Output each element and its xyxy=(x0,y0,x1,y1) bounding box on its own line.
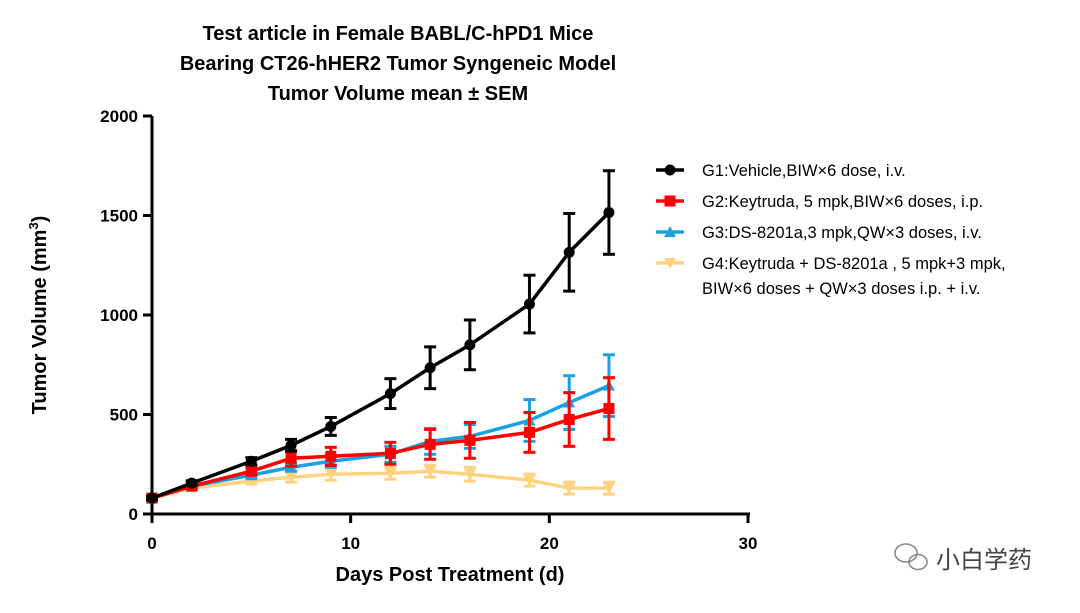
legend-item-4: G4:Keytruda + DS-8201a , 5 mpk+3 mpk, BIW… xyxy=(656,255,1006,298)
data-point-circle xyxy=(523,298,535,310)
series-1 xyxy=(146,169,615,504)
y-axis-label-sup: 3 xyxy=(26,222,41,229)
data-point-circle xyxy=(563,246,575,258)
data-point-square xyxy=(603,403,615,415)
x-tick-label: 10 xyxy=(341,534,360,553)
legend-label: G1:Vehicle,BIW×6 dose, i.v. xyxy=(702,162,906,180)
legend: G1:Vehicle,BIW×6 dose, i.v. G2:Keytruda, … xyxy=(656,162,1006,298)
watermark: 小白学药 xyxy=(894,543,1032,574)
data-point-square xyxy=(523,426,535,438)
title-line-3: Tumor Volume mean ± SEM xyxy=(268,83,528,105)
data-point-circle xyxy=(384,388,396,400)
data-point-square xyxy=(563,413,575,425)
data-point-triangle-down xyxy=(563,483,576,495)
data-point-circle xyxy=(245,455,257,467)
data-point-square xyxy=(664,195,676,207)
axes: 0 10 20 30 0 500 1000 1500 2000 xyxy=(100,107,757,553)
y-axis-label: Tumor Volume (mm3) xyxy=(26,216,51,415)
title-line-1: Test article in Female BABL/C-hPD1 Mice xyxy=(203,23,594,45)
data-point-triangle-down xyxy=(463,469,476,481)
legend-label: G4:Keytruda + DS-8201a , 5 mpk+3 mpk, xyxy=(702,255,1006,273)
data-point-triangle-down xyxy=(602,483,615,495)
wechat-icon xyxy=(894,543,928,571)
x-tick-label: 30 xyxy=(739,534,758,553)
data-point-circle xyxy=(424,362,436,374)
series-line xyxy=(151,469,609,500)
legend-item-2: G2:Keytruda, 5 mpk,BIW×6 doses, i.p. xyxy=(656,193,983,211)
data-point-circle xyxy=(464,339,476,351)
series-group xyxy=(146,169,615,505)
data-point-triangle-down xyxy=(664,258,676,269)
y-tick-label: 2000 xyxy=(100,107,138,126)
legend-item-3: G3:DS-8201a,3 mpk,QW×3 doses, i.v. xyxy=(656,224,982,242)
series-4 xyxy=(146,463,615,505)
data-point-circle xyxy=(285,439,297,451)
data-point-circle xyxy=(186,477,198,489)
title-line-2: Bearing CT26-hHER2 Tumor Syngeneic Model xyxy=(180,53,616,75)
legend-label: BIW×6 doses + QW×3 doses i.p. + i.v. xyxy=(702,280,981,298)
data-point-triangle-down xyxy=(285,472,298,484)
data-point-triangle-down xyxy=(523,475,536,487)
data-point-square xyxy=(384,447,396,459)
data-point-circle xyxy=(603,207,615,219)
data-point-square xyxy=(325,450,337,462)
data-point-triangle-down xyxy=(424,466,437,478)
legend-label: G3:DS-8201a,3 mpk,QW×3 doses, i.v. xyxy=(702,224,982,242)
data-point-triangle-down xyxy=(324,469,337,481)
data-point-square xyxy=(285,452,297,464)
data-point-square xyxy=(245,465,257,477)
y-tick-label: 0 xyxy=(129,505,138,524)
data-point-triangle-down xyxy=(384,468,397,480)
y-axis-label-main: Tumor Volume (mm xyxy=(29,230,51,415)
data-point-circle xyxy=(325,420,337,432)
chart-title: Test article in Female BABL/C-hPD1 Mice … xyxy=(180,23,616,105)
data-point-circle xyxy=(146,492,158,504)
x-tick-label: 0 xyxy=(147,534,156,553)
x-tick-label: 20 xyxy=(540,534,559,553)
data-point-square xyxy=(464,434,476,446)
y-axis-label-end: ) xyxy=(29,216,51,223)
data-point-triangle xyxy=(664,226,676,237)
y-tick-label: 1500 xyxy=(100,207,138,226)
data-point-circle xyxy=(664,164,676,176)
legend-label: G2:Keytruda, 5 mpk,BIW×6 doses, i.p. xyxy=(702,193,983,211)
watermark-text: 小白学药 xyxy=(936,547,1032,574)
y-tick-label: 1000 xyxy=(100,306,138,325)
legend-item-1: G1:Vehicle,BIW×6 dose, i.v. xyxy=(656,162,906,180)
y-tick-label: 500 xyxy=(110,406,138,425)
x-axis-label: Days Post Treatment (d) xyxy=(336,564,565,586)
data-point-square xyxy=(424,438,436,450)
